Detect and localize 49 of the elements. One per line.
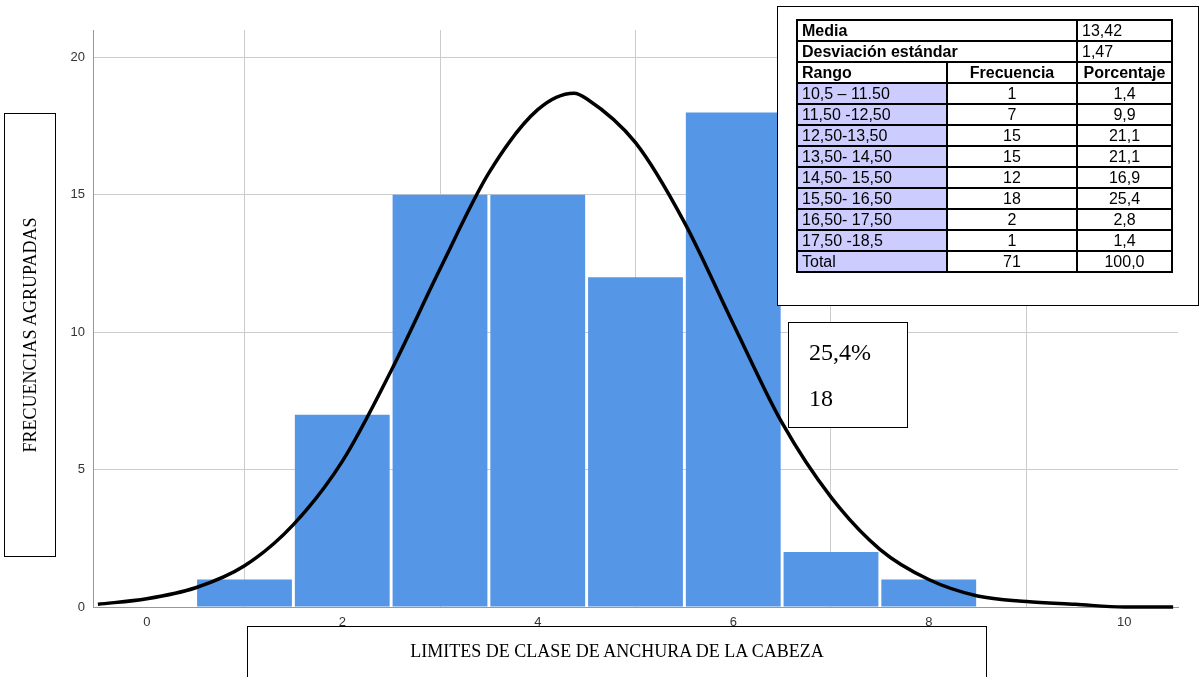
annotation: 12,50-13,50 — [797, 125, 947, 146]
y-tick-label: 0 — [77, 598, 85, 614]
annotation: 2 — [947, 209, 1077, 230]
annotation: 18 — [809, 384, 834, 413]
annotation: 71 — [947, 251, 1077, 272]
annotation: 13,50- 14,50 — [797, 146, 947, 167]
y-tick-label: 15 — [70, 186, 85, 202]
annotation: 16,9 — [1077, 167, 1172, 188]
annotation: 1 — [947, 230, 1077, 251]
x-axis-title: LIMITES DE CLASE DE ANCHURA DE LA CABEZA — [410, 641, 824, 661]
annotation: 25,4% — [809, 338, 872, 367]
annotation: 2,8 — [1077, 209, 1172, 230]
annotation: 16,50- 17,50 — [797, 209, 947, 230]
x-tick-label: 2 — [338, 614, 346, 630]
y-tick-label: 20 — [70, 49, 85, 65]
annotation: Media — [797, 20, 1077, 41]
annotation: 18 — [947, 188, 1077, 209]
annotation: 21,1 — [1077, 125, 1172, 146]
annotation: 25,4 — [1077, 188, 1172, 209]
annotation: 15 — [947, 146, 1077, 167]
annotation: 15 — [947, 125, 1077, 146]
annotation: 1,4 — [1077, 83, 1172, 104]
annotation: Porcentaje — [1077, 62, 1172, 83]
annotation: 100,0 — [1077, 251, 1172, 272]
x-tick-label: 6 — [729, 614, 737, 630]
annotation: Frecuencia — [947, 62, 1077, 83]
annotation: 21,1 — [1077, 146, 1172, 167]
annotation: Rango — [797, 62, 947, 83]
annotation: 15,50- 16,50 — [797, 188, 947, 209]
annotation: 1,47 — [1077, 41, 1172, 62]
annotation: 11,50 -12,50 — [797, 104, 947, 125]
x-tick-label: 4 — [534, 614, 542, 630]
x-tick-label: 0 — [143, 614, 151, 630]
annotation: 7 — [947, 104, 1077, 125]
annotation: 9,9 — [1077, 104, 1172, 125]
x-tick-label: 8 — [925, 614, 933, 630]
y-tick-label: 5 — [77, 461, 85, 477]
annotation: 12 — [947, 167, 1077, 188]
annotation: Desviación estándar — [797, 41, 1077, 62]
annotation: 10,5 – 11.50 — [797, 83, 947, 104]
annotation: Total — [797, 251, 947, 272]
annotation: 1,4 — [1077, 230, 1172, 251]
y-axis-title: FRECUENCIAS AGRUPADAS — [19, 217, 41, 453]
annotation: 17,50 -18,5 — [797, 230, 947, 251]
annotation: 14,50- 15,50 — [797, 167, 947, 188]
annotation: 1 — [947, 83, 1077, 104]
x-tick-label: 10 — [1117, 614, 1132, 630]
y-tick-label: 10 — [70, 323, 85, 339]
annotation: 13,42 — [1077, 20, 1172, 41]
